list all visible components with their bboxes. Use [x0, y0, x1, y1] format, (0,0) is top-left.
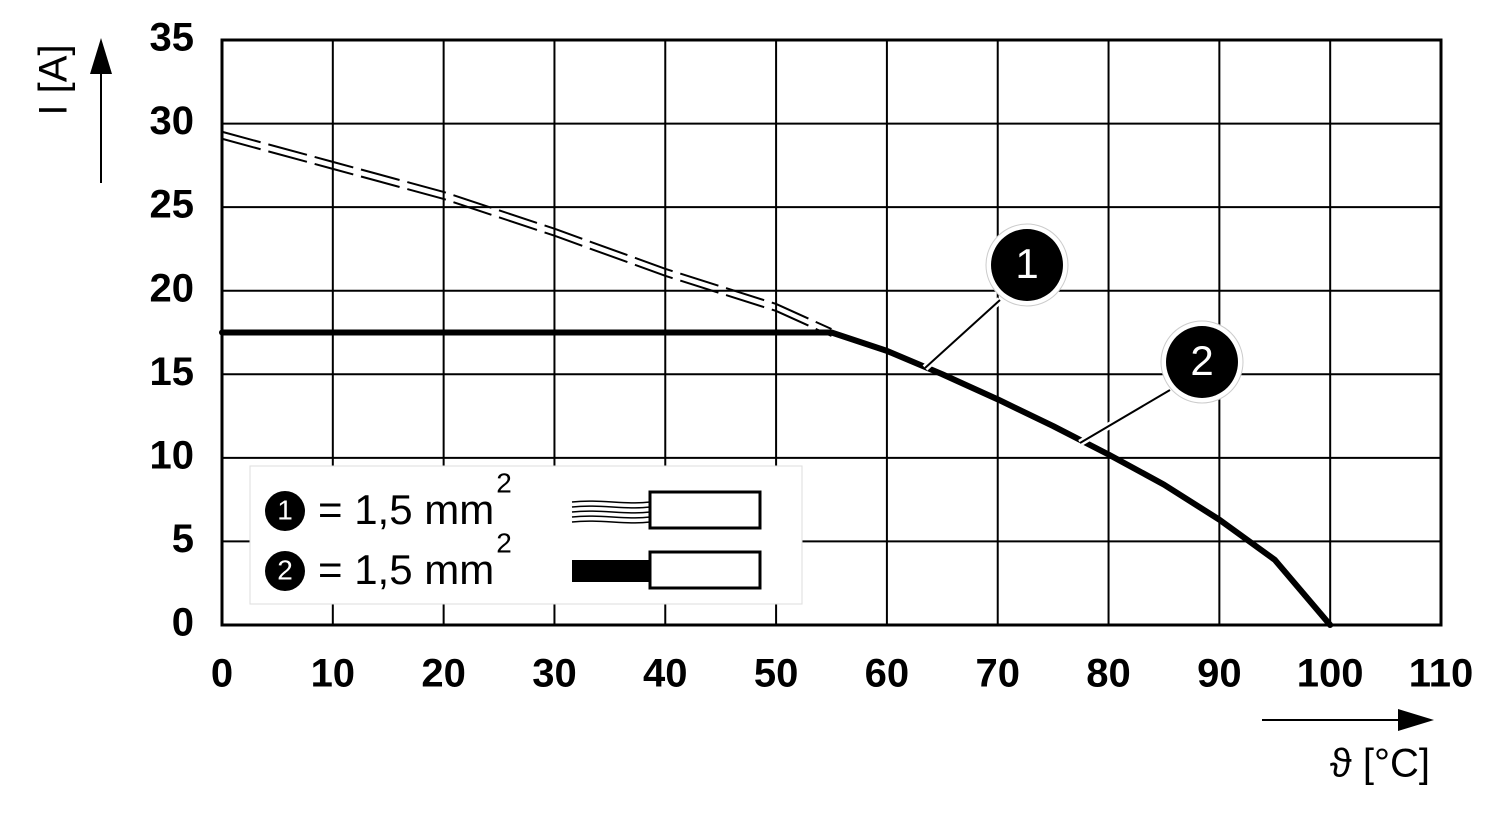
wire-sleeve — [648, 490, 762, 530]
x-tick-label: 50 — [754, 652, 799, 696]
derating-curve — [219, 329, 1334, 628]
legend-marker: 2 — [277, 554, 293, 585]
callout-circle — [991, 229, 1063, 301]
x-axis-label: ϑ [°C] — [1330, 742, 1430, 786]
x-tick-label: 80 — [1086, 652, 1131, 696]
callout-leader — [924, 299, 1001, 369]
dashed-line — [221, 130, 832, 330]
x-tick-label: 110 — [1409, 652, 1474, 696]
y-tick-label: 20 — [150, 266, 195, 310]
y-tick-label: 30 — [150, 99, 195, 143]
x-tick-label: 70 — [975, 652, 1020, 696]
legend-marker: 1 — [277, 494, 293, 525]
legend-marker-circle — [265, 551, 305, 591]
dashed-line — [221, 137, 832, 337]
wire-strand — [571, 510, 651, 514]
x-tick-label: 100 — [1297, 652, 1364, 696]
wire-strand — [571, 500, 651, 504]
legend-marker-circle — [265, 491, 305, 531]
callout-leader — [1079, 389, 1171, 444]
wire-strand — [571, 520, 651, 524]
y-tick-label: 35 — [150, 16, 195, 60]
legend-text: = 1,5 mm — [318, 486, 494, 533]
y-tick-label: 25 — [150, 183, 195, 227]
legend-sup: 2 — [496, 527, 512, 558]
wire-sleeve — [648, 550, 762, 590]
y-tick-label: 15 — [150, 350, 195, 394]
callout-label: 1 — [1015, 240, 1038, 287]
wire-strand — [571, 505, 651, 509]
y-axis-label: I [A] — [32, 44, 76, 115]
x-arrow-head — [1398, 709, 1434, 731]
x-tick-label: 20 — [421, 652, 466, 696]
wire-strand — [571, 515, 651, 519]
x-tick-label: 40 — [643, 652, 688, 696]
x-tick-label: 10 — [311, 652, 356, 696]
x-tick-label: 60 — [865, 652, 910, 696]
legend-sup: 2 — [496, 467, 512, 498]
y-tick-label: 0 — [172, 601, 194, 645]
y-arrow-head — [90, 38, 112, 74]
y-tick-label: 10 — [150, 433, 195, 477]
wire-solid — [572, 560, 652, 582]
callout-circle — [1166, 326, 1238, 398]
x-tick-label: 0 — [211, 652, 233, 696]
callout-label: 2 — [1190, 337, 1213, 384]
legend-text: = 1,5 mm — [318, 546, 494, 593]
x-tick-label: 30 — [532, 652, 577, 696]
y-tick-label: 5 — [172, 517, 194, 561]
x-tick-label: 90 — [1197, 652, 1242, 696]
